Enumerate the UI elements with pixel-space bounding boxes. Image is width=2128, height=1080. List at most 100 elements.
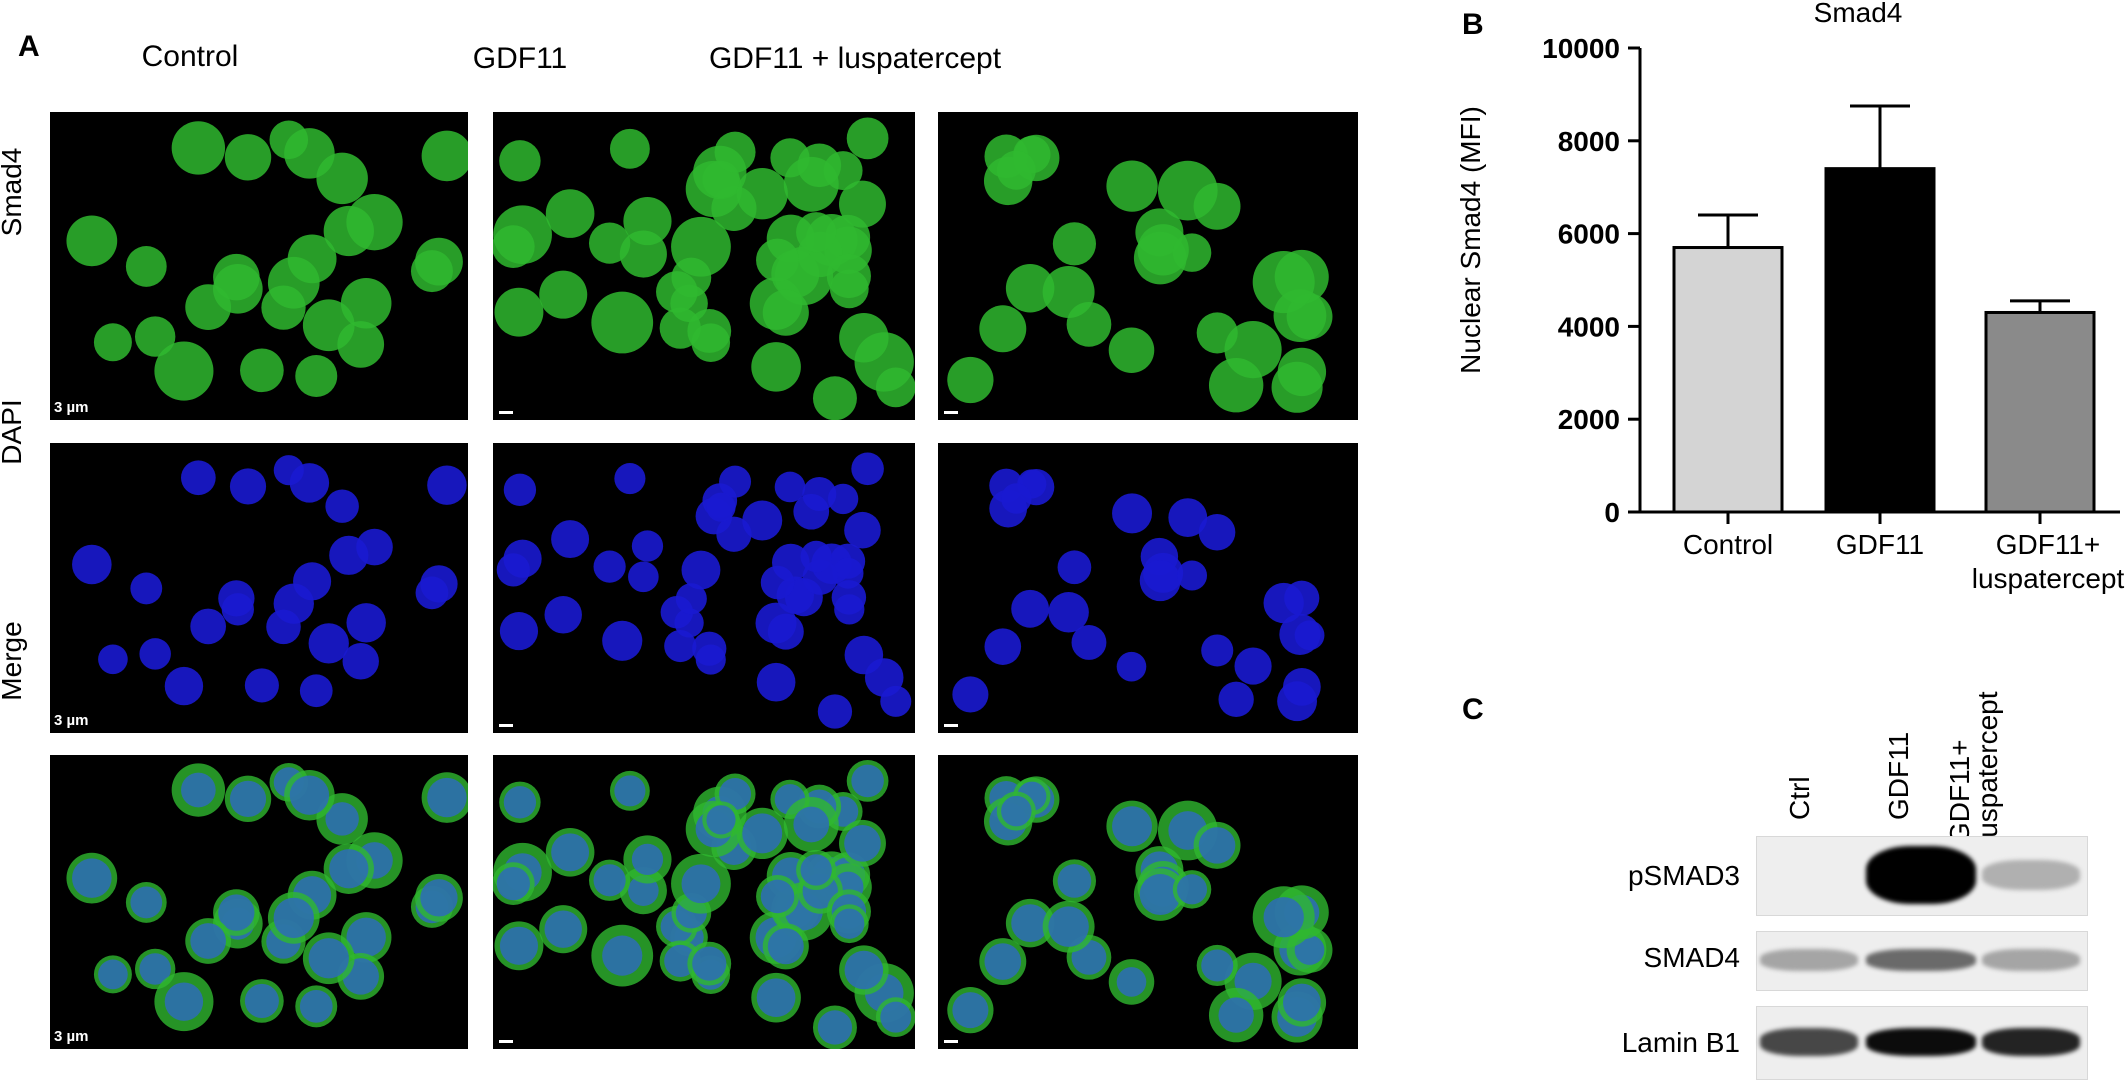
cell-smad4 [875,367,915,408]
x-tick-label: Control [1683,529,1773,560]
lane-label-gdf11-plus: GDF11+ [1944,739,1975,844]
cell-nucleus [72,544,112,585]
cell-nucleus [325,802,359,836]
chart-title: Smad4 [1814,0,1903,28]
cell-nucleus [1234,647,1272,685]
cell-nucleus [1283,668,1321,706]
micrograph-smad4-gdf11-luspatercept [938,112,1358,420]
cell-nucleus [1176,560,1208,591]
cell-nucleus [800,540,832,573]
cell-nucleus [1071,625,1107,660]
cell-nucleus [719,465,752,498]
cell-nucleus [551,833,590,872]
cell-nucleus [844,950,884,990]
cell-smad4 [1208,358,1264,413]
blot-band [1760,1028,1858,1056]
cell-nucleus [346,917,386,958]
cell-nucleus [1048,906,1089,947]
cell-smad4 [947,356,994,404]
cell-nucleus [844,511,881,549]
bar-0 [1672,246,1784,514]
row-label-dapi: DAPI [0,399,27,465]
cell-smad4 [783,156,839,212]
cell-nucleus [706,805,736,835]
x-tick-label: GDF11 [1836,529,1924,560]
cell-nucleus [544,910,582,948]
cell-nucleus [952,676,989,713]
cell-smad4 [812,376,857,420]
cell-nucleus [1048,592,1089,633]
cell-nucleus [289,463,330,503]
cell-nucleus [706,492,736,522]
cell-smad4 [736,168,788,220]
cell-nucleus [1116,967,1147,997]
cell-nucleus [98,644,128,675]
cell-nucleus [593,550,626,583]
cell-smad4 [125,246,167,287]
column-title-gdf11-luspatercept: GDF11 + luspatercept [708,42,1002,75]
cell-nucleus [1139,560,1181,602]
panel-label-b: B [1462,8,1484,41]
cell-nucleus [1176,874,1208,905]
cell-smad4 [66,215,118,267]
cell-nucleus [1294,935,1325,965]
cell-smad4 [1042,266,1095,318]
cell-nucleus [218,894,255,931]
y-tick-label: 0 [1604,497,1620,528]
cell-nucleus [742,813,783,854]
row-label-merge: Merge [0,621,27,701]
x-tick-label: GDF11+ [1996,529,2101,560]
cell-nucleus [1011,904,1050,943]
cell-nucleus [760,565,795,600]
cell-smad4 [545,189,595,238]
row-label-smad4: Smad4 [0,147,27,237]
cell-smad4 [224,134,272,181]
cell-nucleus [675,583,707,615]
cell-nucleus [760,879,795,914]
blot-band [1982,948,2080,971]
scale-bar [499,724,513,727]
micrograph-merge-control: 3 µm [50,755,468,1049]
cell-nucleus [692,946,727,981]
cell-smad4 [1133,231,1187,285]
cell-smad4 [829,269,869,309]
cell-smad4 [302,299,355,352]
cell-nucleus [681,864,721,904]
cell-smad4 [1108,327,1155,374]
blot-band [1866,948,1976,971]
cell-nucleus [496,866,530,901]
micrograph-smad4-gdf11 [493,112,915,420]
cell-nucleus [832,557,864,589]
cell-nucleus [164,982,204,1021]
cell-nucleus [880,1001,912,1033]
cell-smad4 [340,277,392,329]
cell-smad4 [839,313,889,363]
cell-smad4 [284,128,335,179]
cell-nucleus [756,662,796,702]
cell-smad4 [756,238,800,282]
bar-chart: Smad4 Nuclear Smad4 (MFI) 0 2000 4000 6000 8… [1455,0,2124,594]
cell-nucleus [139,953,171,985]
cell-nucleus [1139,874,1181,916]
cell-smad4 [796,212,837,253]
cell-nucleus [229,780,267,817]
cell-nucleus [130,572,163,605]
cell-smad4 [415,237,463,286]
cell-smad4 [421,130,468,182]
micrograph-merge-gdf11-luspatercept [938,755,1358,1049]
cell-smad4 [499,140,541,182]
cell-nucleus [1011,589,1050,628]
cell-smad4 [134,316,176,357]
lane-label-gdf11-luspatercept: GDF11+ luspatercept [1944,691,2003,844]
cell-smad4 [1193,182,1241,230]
cell-nucleus [503,473,537,507]
cell-nucleus [190,923,227,959]
cell-nucleus [767,928,804,965]
cell-smad4 [93,323,132,362]
cell-nucleus [800,854,832,886]
cell-smad4 [323,205,374,257]
cell-smad4 [1106,160,1158,212]
cell-nucleus [631,843,664,876]
cell-nucleus [1198,513,1236,551]
scale-bar [499,411,513,414]
